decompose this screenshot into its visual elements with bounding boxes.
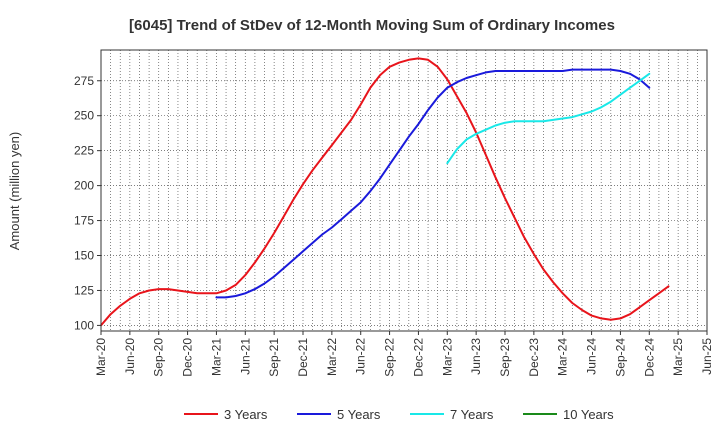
x-tick-label: Mar-22 bbox=[325, 338, 339, 376]
x-tick-label: Sep-22 bbox=[383, 338, 397, 377]
x-tick-label: Sep-20 bbox=[152, 338, 166, 377]
y-tick-label: 150 bbox=[74, 249, 94, 263]
chart-title: [6045] Trend of StDev of 12-Month Moving… bbox=[129, 17, 615, 34]
x-tick-label: Mar-23 bbox=[440, 338, 454, 376]
x-tick-label: Mar-25 bbox=[671, 338, 685, 376]
x-tick-label: Sep-21 bbox=[267, 338, 281, 377]
x-tick-label: Dec-20 bbox=[181, 338, 195, 377]
legend-label-3-years: 3 Years bbox=[224, 407, 268, 422]
legend-label-10-years: 10 Years bbox=[563, 407, 614, 422]
y-tick-label: 100 bbox=[74, 318, 94, 332]
y-tick-label: 250 bbox=[74, 109, 94, 123]
series-line-7-years bbox=[446, 72, 651, 165]
x-tick-label: Dec-23 bbox=[527, 338, 541, 377]
axes: 100 125 150 175 200 225 250 275 Mar-20 Jun-20 Sep-… bbox=[74, 49, 714, 377]
plot-area bbox=[101, 50, 707, 331]
y-tick-label: 175 bbox=[74, 214, 94, 228]
x-tick-label: Mar-20 bbox=[94, 338, 108, 376]
series-line-3-years bbox=[100, 57, 670, 327]
x-tick-label: Sep-23 bbox=[498, 338, 512, 377]
x-tick-label: Jun-24 bbox=[585, 338, 599, 375]
x-tick-label: Jun-20 bbox=[123, 338, 137, 375]
plot-background bbox=[101, 50, 707, 331]
legend: 3 Years 5 Years 7 Years 10 Years bbox=[184, 407, 614, 422]
grid bbox=[100, 50, 708, 331]
y-tick-label: 225 bbox=[74, 144, 94, 158]
x-tick-label: Jun-25 bbox=[700, 338, 714, 375]
x-tick-label: Dec-24 bbox=[642, 338, 656, 377]
x-tick-label: Mar-24 bbox=[556, 338, 570, 376]
x-tick-label: Mar-21 bbox=[209, 338, 223, 376]
x-tick-label: Jun-23 bbox=[469, 338, 483, 375]
series-line-5-years bbox=[215, 68, 651, 299]
x-tick-label: Dec-21 bbox=[296, 338, 310, 377]
y-axis-label: Amount (million yen) bbox=[7, 132, 22, 251]
y-tick-label: 125 bbox=[74, 283, 94, 297]
x-tick-label: Dec-22 bbox=[411, 338, 425, 377]
x-tick-label: Sep-24 bbox=[613, 338, 627, 377]
plot-frame bbox=[100, 49, 708, 332]
y-tick-label: 200 bbox=[74, 179, 94, 193]
legend-label-7-years: 7 Years bbox=[450, 407, 494, 422]
series-layer bbox=[100, 57, 670, 327]
y-tick-label: 275 bbox=[74, 74, 94, 88]
legend-label-5-years: 5 Years bbox=[337, 407, 381, 422]
x-tick-label: Jun-21 bbox=[238, 338, 252, 375]
x-tick-label: Jun-22 bbox=[354, 338, 368, 375]
